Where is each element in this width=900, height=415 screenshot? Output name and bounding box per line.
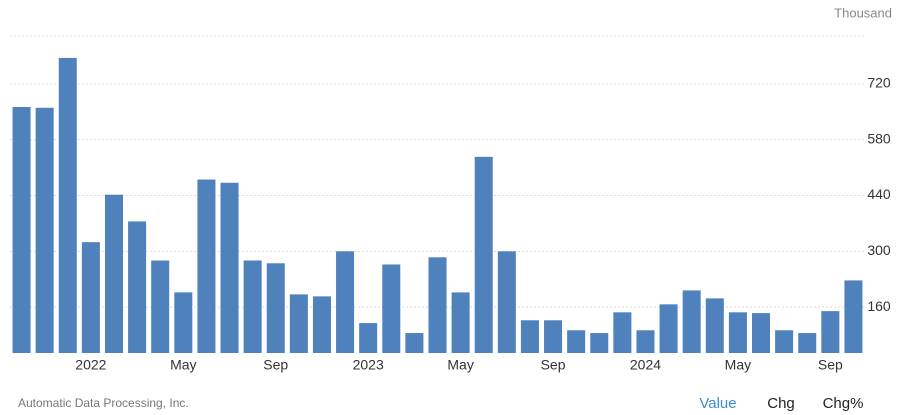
x-tick-label: 2024: [630, 357, 661, 373]
bar: [12, 106, 31, 353]
x-tick-label: Sep: [541, 357, 566, 373]
bar: [590, 333, 609, 353]
bar: [775, 330, 794, 353]
bar: [474, 156, 493, 353]
x-tick-label: May: [447, 357, 473, 373]
y-tick-label: 160: [867, 298, 891, 314]
unit-label: Thousand: [834, 5, 892, 20]
bar: [613, 312, 632, 353]
bar: [128, 221, 147, 353]
bar: [844, 280, 863, 353]
bar: [336, 251, 355, 353]
bar: [359, 323, 378, 353]
bar: [728, 312, 747, 353]
bar: [798, 333, 817, 353]
bar: [636, 330, 655, 353]
y-tick-label: 300: [867, 242, 891, 258]
bar: [520, 320, 539, 353]
x-tick-label: Sep: [263, 357, 288, 373]
bar: [821, 311, 840, 353]
bar: [197, 179, 216, 353]
bar: [705, 298, 724, 353]
bar: [58, 57, 77, 353]
chg-button[interactable]: Chg: [767, 395, 795, 412]
bar: [451, 292, 470, 353]
y-tick-label: 440: [867, 186, 891, 202]
bar: [428, 257, 447, 353]
bar: [382, 264, 401, 353]
bar: [497, 251, 516, 353]
bar: [405, 333, 424, 353]
bar: [243, 260, 262, 353]
x-tick-label: May: [725, 357, 751, 373]
y-tick-label: 720: [867, 75, 891, 91]
bar: [174, 292, 193, 353]
bar: [289, 294, 308, 353]
bar: [266, 263, 285, 353]
value-button[interactable]: Value: [699, 395, 736, 412]
x-tick-label: 2022: [75, 357, 106, 373]
x-tick-label: 2023: [353, 357, 384, 373]
bar: [682, 290, 701, 353]
bar: [81, 242, 100, 353]
bar: [312, 296, 331, 353]
bar: [659, 304, 678, 353]
bar: [151, 260, 170, 353]
bar: [35, 107, 54, 353]
bar: [567, 330, 586, 353]
source: Automatic Data Processing, Inc.: [18, 396, 189, 410]
bar: [104, 194, 123, 353]
y-tick-label: 580: [867, 130, 891, 146]
x-tick-label: Sep: [818, 357, 843, 373]
chg-pct-button[interactable]: Chg%: [823, 395, 864, 412]
bar: [752, 313, 771, 353]
bar: [220, 182, 239, 353]
bar: [544, 320, 563, 353]
x-tick-label: May: [170, 357, 196, 373]
